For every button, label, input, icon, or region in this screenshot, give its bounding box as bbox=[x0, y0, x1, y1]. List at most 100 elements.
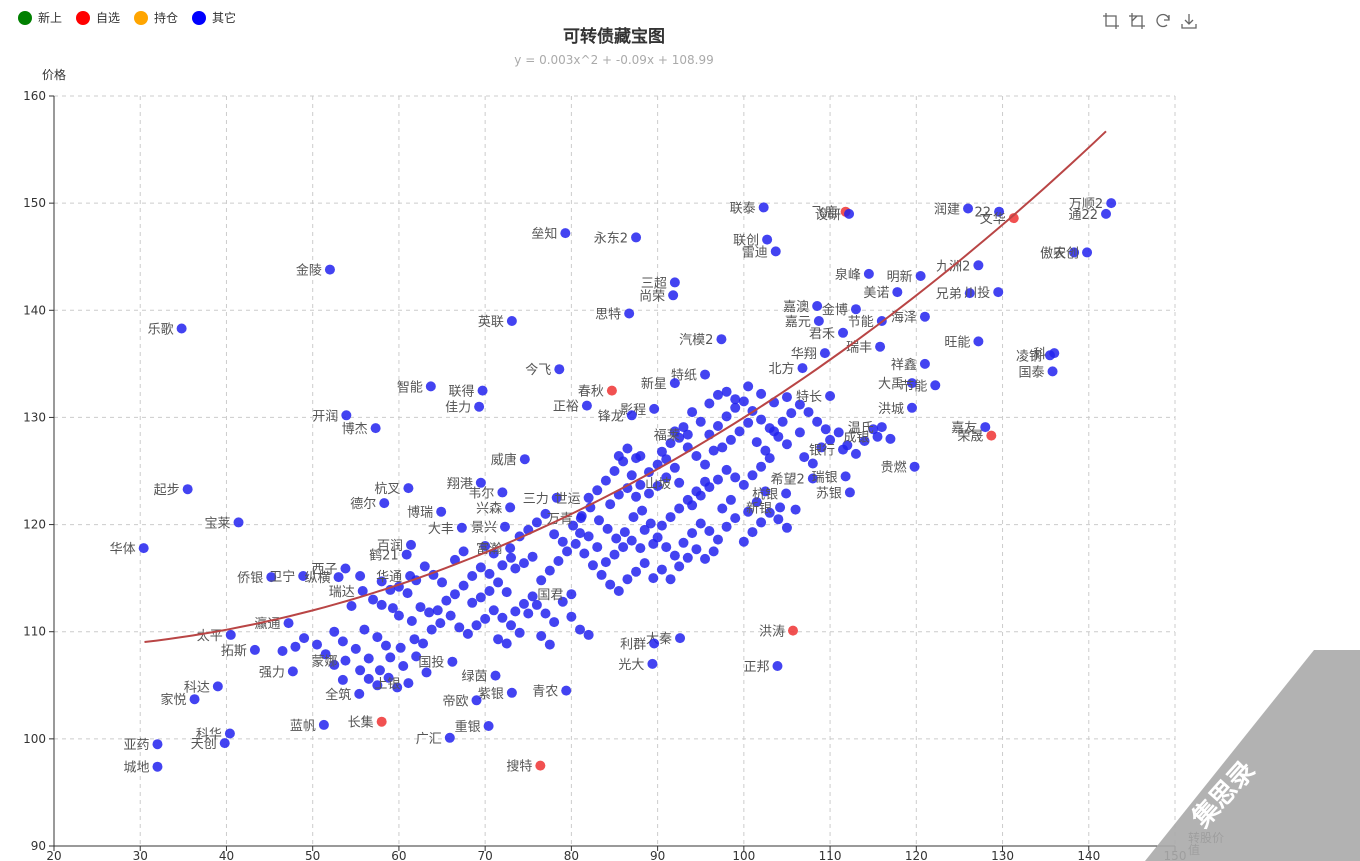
point-label: 通22 bbox=[1068, 208, 1098, 223]
point-label: 西子 bbox=[311, 563, 337, 578]
scatter-point bbox=[645, 518, 656, 529]
scatter-point bbox=[447, 656, 458, 667]
scatter-point bbox=[980, 422, 991, 433]
scatter-point bbox=[363, 653, 374, 664]
scatter-point bbox=[475, 477, 486, 488]
scatter-point bbox=[602, 523, 613, 534]
scatter-point bbox=[717, 503, 728, 514]
point-label: 洪城 bbox=[878, 402, 904, 417]
scatter-point bbox=[549, 529, 560, 540]
scatter-point bbox=[471, 620, 482, 631]
scatter-point bbox=[341, 410, 352, 421]
scatter-point bbox=[639, 558, 650, 569]
scatter-point bbox=[807, 458, 818, 469]
scatter-point bbox=[346, 601, 357, 611]
scatter-point bbox=[669, 378, 680, 389]
scatter-point bbox=[510, 563, 521, 574]
scatter-point bbox=[575, 513, 586, 524]
scatter-point bbox=[592, 542, 603, 553]
scatter-point bbox=[424, 607, 435, 618]
scatter-point bbox=[458, 580, 469, 591]
point-label: 景兴 bbox=[471, 521, 497, 536]
scatter-point bbox=[519, 454, 530, 465]
scatter-point bbox=[656, 520, 667, 531]
x-tick-label: 100 bbox=[732, 849, 755, 861]
scatter-point bbox=[266, 572, 277, 583]
scatter-point bbox=[631, 232, 642, 243]
scatter-point bbox=[566, 611, 577, 622]
scatter-point bbox=[906, 402, 917, 413]
scatter-point bbox=[803, 407, 814, 418]
point-label: 春秋 bbox=[578, 385, 604, 400]
scatter-point bbox=[717, 442, 728, 453]
scatter-point bbox=[799, 452, 810, 463]
scatter-point bbox=[682, 552, 693, 563]
scatter-point bbox=[738, 536, 749, 547]
scatter-point bbox=[593, 515, 604, 526]
scatter-point bbox=[536, 575, 547, 586]
scatter-point bbox=[370, 423, 381, 434]
scatter-point bbox=[405, 571, 416, 581]
scatter-point bbox=[324, 264, 335, 275]
scatter-point bbox=[497, 560, 508, 571]
scatter-point bbox=[816, 442, 827, 453]
scatter-point bbox=[510, 606, 521, 617]
scatter-point bbox=[725, 434, 736, 445]
scatter-point bbox=[769, 426, 780, 437]
point-label: 川投 bbox=[964, 285, 990, 301]
scatter-point bbox=[797, 363, 808, 374]
scatter-point bbox=[790, 504, 801, 515]
zoom-icon[interactable] bbox=[1102, 12, 1120, 30]
scatter-point bbox=[1082, 247, 1093, 258]
point-label: 博杰 bbox=[342, 422, 368, 437]
point-label: 明新 bbox=[887, 269, 913, 285]
point-label: 华体 bbox=[110, 542, 136, 557]
scatter-point bbox=[557, 536, 568, 547]
toolbox bbox=[1102, 12, 1198, 30]
zoom-reset-icon[interactable] bbox=[1128, 12, 1146, 30]
legend-item[interactable]: 持仓 bbox=[134, 9, 178, 26]
scatter-point bbox=[329, 626, 340, 637]
scatter-point bbox=[738, 396, 749, 407]
point-label: 百润 bbox=[377, 539, 403, 554]
scatter-point bbox=[622, 483, 633, 494]
trend-line bbox=[144, 130, 1107, 643]
legend-item[interactable]: 新上 bbox=[18, 9, 62, 26]
point-label: 泉峰 bbox=[835, 267, 861, 283]
scatter-point bbox=[506, 316, 517, 326]
scatter-point bbox=[501, 587, 512, 598]
scatter-point bbox=[401, 549, 412, 560]
scatter-point bbox=[387, 603, 398, 614]
scatter-point bbox=[872, 431, 883, 442]
point-label: 苏银 bbox=[816, 485, 842, 501]
scatter-point bbox=[639, 524, 650, 535]
download-icon[interactable] bbox=[1180, 12, 1198, 30]
scatter-point bbox=[182, 484, 193, 495]
scatter-point bbox=[669, 277, 680, 288]
point-label: 纵横 bbox=[305, 571, 331, 586]
point-label: 节能 bbox=[848, 315, 874, 330]
scatter-point bbox=[421, 667, 432, 678]
point-label: 海泽 bbox=[891, 311, 917, 326]
scatter-point bbox=[678, 422, 689, 433]
point-label: 乐歌 bbox=[148, 323, 174, 338]
scatter-point bbox=[648, 538, 659, 549]
scatter-point bbox=[712, 421, 723, 431]
restore-icon[interactable] bbox=[1154, 12, 1172, 30]
scatter-point bbox=[518, 598, 529, 609]
scatter-point bbox=[354, 688, 365, 699]
scatter-point bbox=[376, 599, 387, 610]
point-label: 贵燃 bbox=[881, 460, 907, 476]
scatter-point bbox=[583, 531, 594, 542]
point-label: 利群 bbox=[620, 638, 646, 653]
scatter-point bbox=[669, 550, 680, 561]
scatter-point bbox=[219, 738, 230, 749]
x-tick-label: 110 bbox=[819, 849, 842, 861]
scatter-point bbox=[665, 512, 676, 523]
scatter-point bbox=[385, 652, 396, 663]
point-label: 华翔 bbox=[791, 347, 817, 362]
scatter-point bbox=[794, 399, 805, 410]
point-label: 长集 bbox=[348, 715, 374, 731]
legend-item[interactable]: 其它 bbox=[192, 9, 236, 26]
legend-item[interactable]: 自选 bbox=[76, 9, 120, 26]
